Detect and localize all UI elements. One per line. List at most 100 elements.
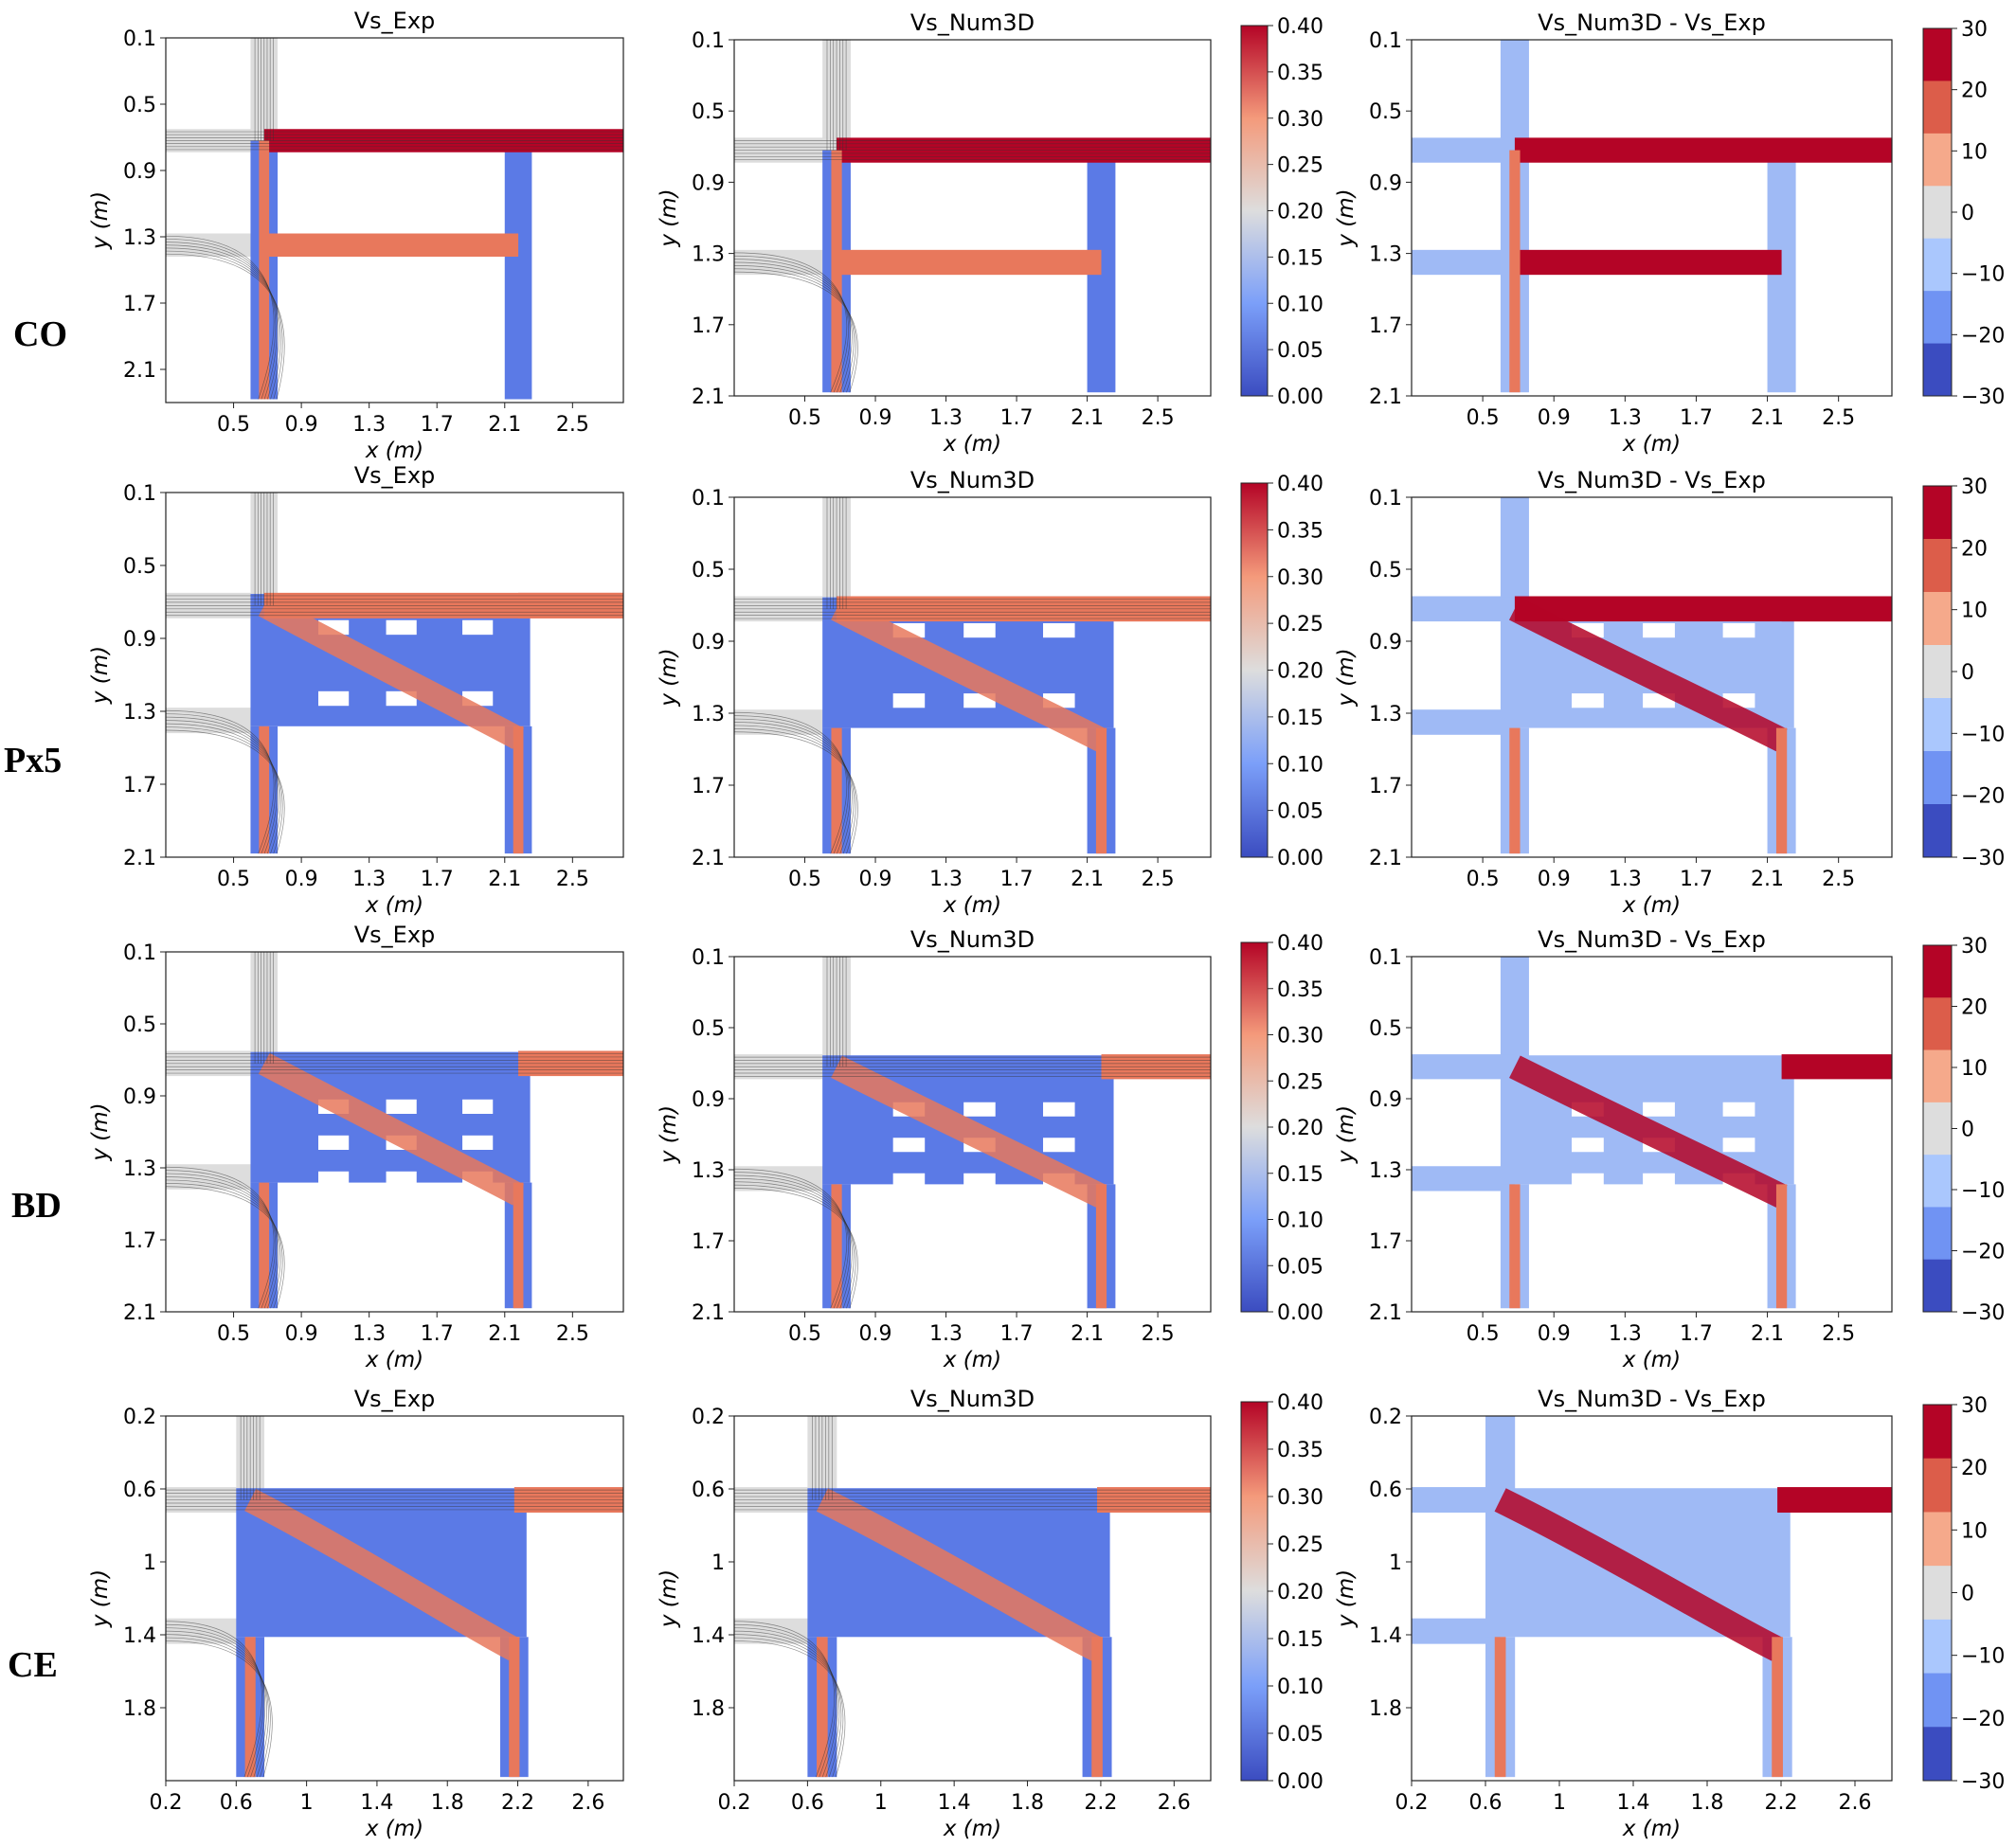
streamline [165, 726, 283, 854]
streamline [165, 1173, 278, 1309]
baffle-0-2 [462, 619, 494, 636]
y-tick-label: 0.9 [123, 160, 156, 184]
speed-colorbar-label: 0.15 [1277, 1163, 1323, 1187]
jet-vertical-left [1509, 150, 1521, 393]
panels: Vs_Exp 0.5 0.9 1.3 1.7 2.1 2.5 0.1 0.5 0.9 1.3 1.7 2… [88, 8, 1893, 1841]
channel-left-inlet-lower [166, 1164, 264, 1190]
diff-colorbar-label: 10 [1961, 600, 1988, 623]
x-tick-label: 2.1 [488, 413, 521, 437]
diff-colorbar-label: 10 [1961, 1519, 1988, 1543]
streamline [733, 1634, 842, 1778]
panel-bd-exp: Vs_Exp 0.5 0.9 1.3 1.7 2.1 2.5 0.1 0.5 0.9 1.3 1.7 2… [88, 922, 624, 1372]
diff-colorbar: 30 20 10 0 −10 −20 −30 [1922, 18, 2005, 409]
diff-colorbar-segment [1923, 1405, 1952, 1460]
streamline [165, 253, 285, 400]
x-tick-label: 2.1 [1751, 868, 1784, 891]
y-tick-label: 2.1 [123, 847, 156, 870]
channel-top-inlet [1485, 1416, 1516, 1500]
y-tick-label: 0.5 [123, 555, 156, 579]
x-tick-label: 0.5 [1467, 406, 1500, 430]
diff-colorbar-label: −10 [1961, 263, 2005, 287]
streamline [165, 723, 281, 854]
panel-title: Vs_Num3D [910, 9, 1035, 36]
x-tick-label: 1.8 [1691, 1791, 1724, 1815]
streamline [733, 252, 848, 393]
jet-diagonal [244, 1489, 520, 1660]
x-tick-label: 0.5 [1467, 1322, 1500, 1346]
baffle-1-0 [1572, 1138, 1604, 1153]
baffle-0-1 [1643, 623, 1675, 638]
channel-outlet-right [1777, 1487, 1892, 1514]
diff-colorbar-label: 20 [1961, 537, 1988, 561]
x-tick-label: 0.9 [859, 406, 892, 430]
speed-colorbar-label: 0.35 [1277, 62, 1323, 85]
y-tick-label: 1.8 [123, 1697, 156, 1721]
baffle-1-0 [318, 1135, 350, 1150]
speed-colorbar-label: 0.35 [1277, 978, 1323, 1002]
panel-px5-exp: Vs_Exp 0.5 0.9 1.3 1.7 2.1 2.5 0.1 0.5 0.9 1.3 1.7 2… [88, 462, 624, 918]
streamline [165, 1634, 269, 1778]
axes-frame [1411, 496, 1893, 858]
panel-ce-diff: Vs_Num3D - Vs_Exp 0.2 0.6 1 1.4 1.8 2.2 2.6 0.2 0… [1334, 1386, 1893, 1841]
diff-colorbar-segment [1923, 1049, 1952, 1103]
y-axis-label: y (m) [88, 1102, 113, 1161]
y-tick-label: 0.9 [1369, 171, 1402, 195]
baffle-0-2 [1722, 623, 1755, 638]
diff-colorbar-segment [1923, 1102, 1952, 1156]
streamline [733, 1181, 855, 1309]
channel-left-inlet-lower [166, 708, 264, 734]
x-tick-label: 2.5 [1822, 868, 1855, 891]
baffle-2-0 [318, 1171, 350, 1186]
x-tick-label: 0.2 [150, 1791, 183, 1815]
x-tick-label: 2.1 [1071, 406, 1104, 430]
speed-colorbar: 0.40 0.35 0.30 0.25 0.20 0.15 0.10 0.05 0.00 [1240, 15, 1323, 409]
y-tick-label: 0.1 [123, 27, 156, 51]
diff-colorbar-segment [1923, 539, 1952, 593]
baffle-0-1 [963, 623, 996, 638]
channel-left-inlet-lower [734, 1166, 837, 1192]
x-tick-label: 1.3 [1609, 1322, 1642, 1346]
y-tick-label: 1.7 [1369, 314, 1402, 338]
streamline [733, 1172, 849, 1309]
axes-frame [733, 496, 1212, 858]
axes-frame [165, 492, 624, 858]
streamline [165, 239, 277, 400]
speed-colorbar-label: 0.40 [1277, 932, 1323, 956]
x-tick-label: 1.3 [1609, 868, 1642, 891]
diff-colorbar-label: −10 [1961, 1179, 2005, 1203]
panel-co-exp: Vs_Exp 0.5 0.9 1.3 1.7 2.1 2.5 0.1 0.5 0.9 1.3 1.7 2… [88, 8, 624, 463]
panel-co-diff: Vs_Num3D - Vs_Exp 0.5 0.9 1.3 1.7 2.1 2.5 0.1 0.… [1334, 9, 1893, 457]
diff-colorbar-label: −10 [1961, 723, 2005, 746]
jet-diagonal [831, 1055, 1107, 1208]
x-tick-label: 2.1 [1751, 406, 1784, 430]
x-tick-label: 1.7 [1680, 1322, 1713, 1346]
diff-colorbar-segment [1923, 81, 1952, 134]
y-tick-label: 1.3 [692, 1159, 725, 1183]
streamline [733, 718, 851, 854]
panel-title: Vs_Exp [354, 1386, 436, 1412]
x-tick-label: 1 [300, 1791, 314, 1815]
x-tick-label: 0.6 [1469, 1791, 1503, 1815]
y-tick-label: 0.9 [1369, 631, 1402, 654]
y-tick-label: 2.1 [692, 1301, 725, 1325]
y-axis-label: y (m) [1334, 1105, 1359, 1164]
y-tick-label: 0.5 [123, 1013, 156, 1037]
jet-vertical-left [244, 1637, 256, 1778]
diff-colorbar: 30 20 10 0 −10 −20 −30 [1922, 1394, 2005, 1794]
jet-diagonal [1494, 1488, 1784, 1661]
x-axis-label: x (m) [943, 1817, 1001, 1841]
speed-colorbar-label: 0.00 [1277, 1301, 1323, 1325]
streamline [733, 722, 853, 854]
y-axis-label: y (m) [88, 191, 113, 250]
jet-vertical-right [1095, 727, 1107, 854]
x-axis-label: x (m) [1622, 893, 1681, 918]
x-tick-label: 2.1 [1751, 1322, 1784, 1346]
y-tick-label: 0.1 [692, 29, 725, 53]
jet-diagonal [258, 1052, 524, 1206]
jet-vertical-right [509, 1637, 520, 1778]
colorbars: 0.400.350.300.250.200.150.100.050.00 3020… [1240, 15, 2005, 1794]
y-tick-label: 1.4 [1369, 1624, 1402, 1648]
y-tick-label: 0.5 [692, 100, 725, 124]
y-tick-label: 1.4 [692, 1624, 725, 1648]
panel-title: Vs_Exp [354, 922, 436, 948]
